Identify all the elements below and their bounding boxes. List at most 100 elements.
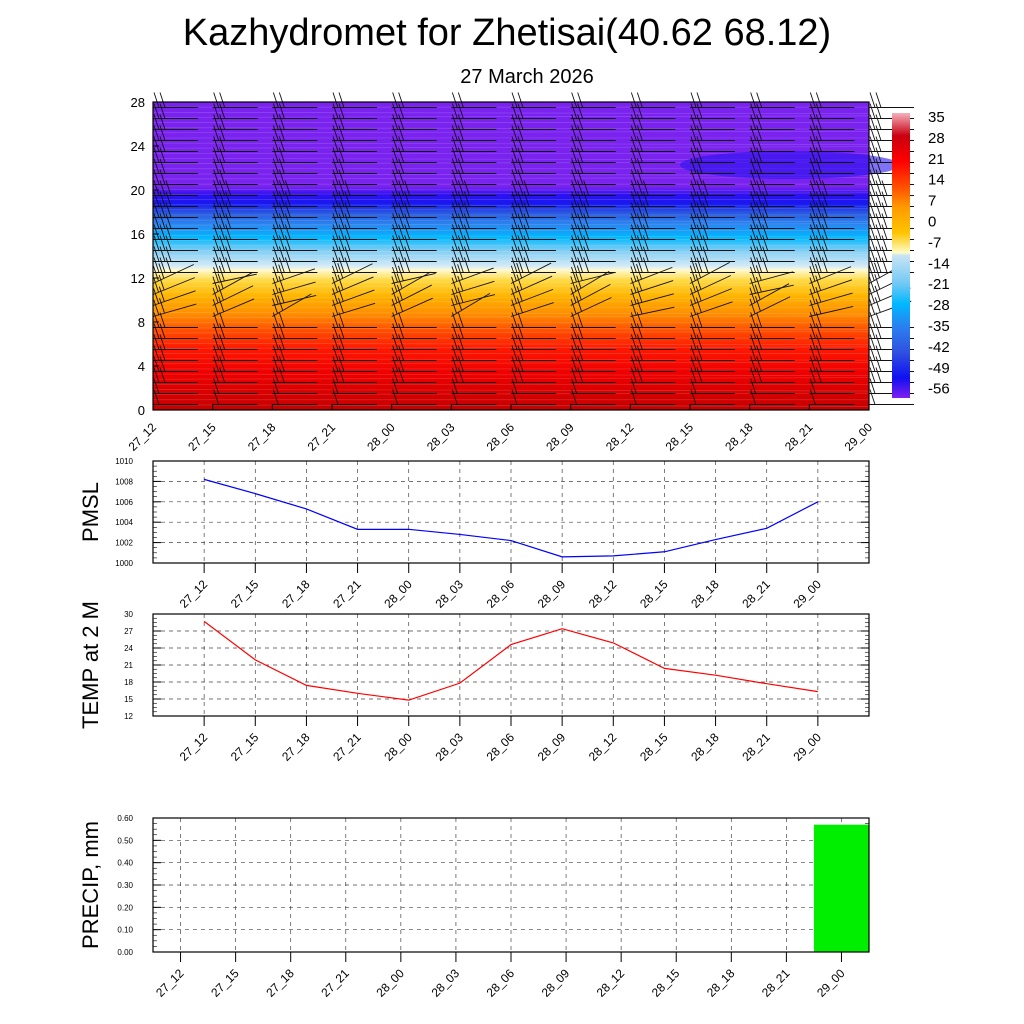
barb-flag	[571, 356, 578, 372]
wind-barb	[690, 114, 735, 130]
wind-barb	[212, 367, 258, 383]
wind-barb	[451, 246, 497, 262]
x-tick-label: 28_09	[535, 577, 569, 611]
barb-flag	[809, 136, 816, 152]
barb-flag	[451, 345, 458, 361]
wind-barb	[570, 345, 616, 361]
barb-flag	[219, 367, 226, 383]
barb-flag	[511, 103, 518, 119]
wind-barb	[391, 125, 437, 141]
barb-flag	[277, 295, 284, 311]
barb-shaft	[630, 306, 675, 317]
barb-flag	[869, 136, 876, 152]
y-tick-label: 1002	[115, 539, 133, 548]
barb-flag	[636, 213, 643, 229]
x-tick-label: 28_06	[484, 577, 518, 611]
barb-flag	[756, 103, 763, 119]
barb-flag	[881, 202, 888, 218]
wind-barb	[690, 103, 735, 119]
barb-flag	[153, 246, 160, 262]
barb-flag	[159, 246, 166, 262]
barb-flag	[332, 288, 339, 304]
isotherm-line	[152, 358, 870, 361]
barb-flag	[284, 213, 291, 229]
barb-flag	[159, 114, 166, 130]
barb-flag	[457, 312, 464, 328]
wind-barb	[510, 262, 552, 284]
barb-flag	[756, 92, 763, 108]
barb-flag	[517, 202, 524, 218]
wind-barb	[212, 334, 258, 350]
wind-barb	[570, 257, 616, 273]
barb-flag	[523, 191, 530, 207]
barb-flag	[875, 114, 882, 130]
wind-barb	[690, 169, 735, 185]
barb-flag	[397, 265, 404, 281]
barb-flag	[571, 92, 578, 108]
barb-flag	[815, 202, 822, 218]
barb-flag	[517, 345, 524, 361]
barb-flag	[809, 367, 816, 383]
barb-flag	[577, 191, 584, 207]
barb-flag	[702, 224, 709, 240]
barb-flag	[278, 147, 285, 163]
barb-flag	[272, 266, 279, 282]
x-tick-label: 28_06	[484, 966, 518, 1000]
barb-flag	[571, 224, 578, 240]
wind-barb	[451, 257, 497, 273]
precip-panel: 0.00 0.10 0.20 0.30 0.40 0.50 0.60 27_12 27_15 27…	[78, 814, 870, 1000]
barb-flag	[869, 257, 876, 273]
barb-flag	[642, 180, 649, 196]
barb-flag	[218, 265, 225, 282]
barb-flag	[577, 202, 584, 218]
barb-flag	[756, 191, 763, 207]
barb-flag	[225, 246, 232, 262]
barb-flag	[577, 147, 584, 163]
barb-flag	[750, 213, 757, 229]
wind-barb	[391, 191, 437, 207]
wind-barb	[272, 125, 318, 141]
barb-flag	[875, 125, 882, 141]
barb-shaft	[570, 283, 611, 306]
barb-flag	[398, 125, 405, 141]
barb-flag	[511, 213, 518, 229]
wind-barb	[391, 378, 437, 394]
barb-flag	[278, 276, 285, 292]
wind-barb	[511, 312, 556, 328]
barb-flag	[869, 334, 876, 350]
wind-barb	[630, 246, 676, 262]
barb-flag	[511, 147, 518, 163]
x-tick-label: 28_03	[432, 730, 466, 764]
barb-flag	[404, 202, 411, 218]
barb-flag	[695, 285, 702, 302]
wind-barb	[511, 169, 556, 185]
barb-flag	[636, 345, 643, 361]
barb-flag	[517, 191, 524, 207]
barb-flag	[577, 367, 584, 383]
pmsl-panel: 1000 1002 1004 1006 1008 1010 27_12 27_15 27_18 2…	[78, 457, 870, 611]
barb-flag	[630, 92, 637, 108]
barb-flag	[702, 246, 709, 262]
barb-flag	[630, 224, 637, 240]
barb-flag	[696, 169, 703, 185]
barb-flag	[451, 202, 458, 218]
barb-flag	[332, 191, 339, 207]
barb-flag	[815, 235, 822, 251]
wind-barb	[272, 158, 318, 174]
barb-flag	[457, 202, 464, 218]
barb-flag	[225, 213, 232, 229]
barb-flag	[809, 202, 816, 218]
barb-flag	[219, 147, 226, 163]
barb-flag	[517, 246, 524, 262]
barb-flag	[690, 213, 697, 229]
barb-flag	[516, 297, 523, 313]
y-tick-label: 0.10	[117, 926, 133, 935]
barb-flag	[583, 246, 590, 262]
wind-barb	[152, 286, 196, 306]
x-tick-label: 28_21	[782, 420, 816, 454]
barb-flag	[690, 299, 697, 315]
barb-flag	[696, 136, 703, 152]
wind-barb	[391, 235, 437, 251]
barb-flag	[457, 169, 464, 185]
barb-flag	[809, 191, 816, 207]
